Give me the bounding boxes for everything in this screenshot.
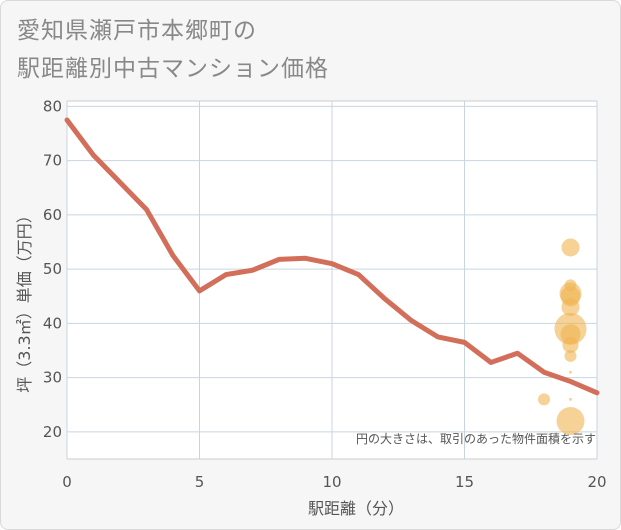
x-tick-15: 15 (455, 473, 474, 491)
x-tick-0: 0 (62, 473, 72, 491)
y-tick-70: 70 (43, 152, 62, 170)
scatter-point-7 (562, 337, 579, 354)
scatter-point-8 (564, 349, 577, 362)
scatter-point-0 (561, 238, 580, 257)
title-line-2: 駅距離別中古マンション価格 (17, 56, 329, 82)
y-tick-20: 20 (43, 423, 62, 441)
x-tick-20: 20 (587, 473, 606, 491)
y-tick-50: 50 (43, 260, 62, 278)
size-note: 円の大きさは、取引のあった物件面積を示す (356, 431, 596, 446)
x-tick-10: 10 (322, 473, 341, 491)
y-tick-60: 60 (43, 206, 62, 224)
grid-lines (66, 101, 598, 459)
y-tick-40: 40 (43, 314, 62, 332)
scatter-point-10 (538, 393, 550, 406)
scatter-point-12 (569, 397, 572, 401)
chart-title: 愛知県瀬戸市本郷町の 駅距離別中古マンション価格 (17, 12, 329, 88)
scatter-point-9 (569, 370, 572, 374)
y-tick-labels: 20 30 40 50 60 70 80 (43, 97, 62, 440)
average-price-line (64, 117, 600, 396)
x-tick-labels: 0 5 10 15 20 (62, 473, 606, 491)
y-tick-80: 80 (43, 97, 62, 115)
scatter-point-4 (561, 298, 580, 317)
y-tick-30: 30 (43, 369, 62, 387)
scatter-series (538, 238, 587, 436)
title-line-1: 愛知県瀬戸市本郷町の (17, 18, 257, 44)
x-tick-5: 5 (195, 473, 205, 491)
scatter-point-11 (556, 407, 585, 436)
x-axis-label: 駅距離（分） (308, 499, 404, 518)
y-axis-label: 坪（3.3㎡）単価（万円） (15, 207, 34, 392)
line-series (64, 117, 600, 396)
